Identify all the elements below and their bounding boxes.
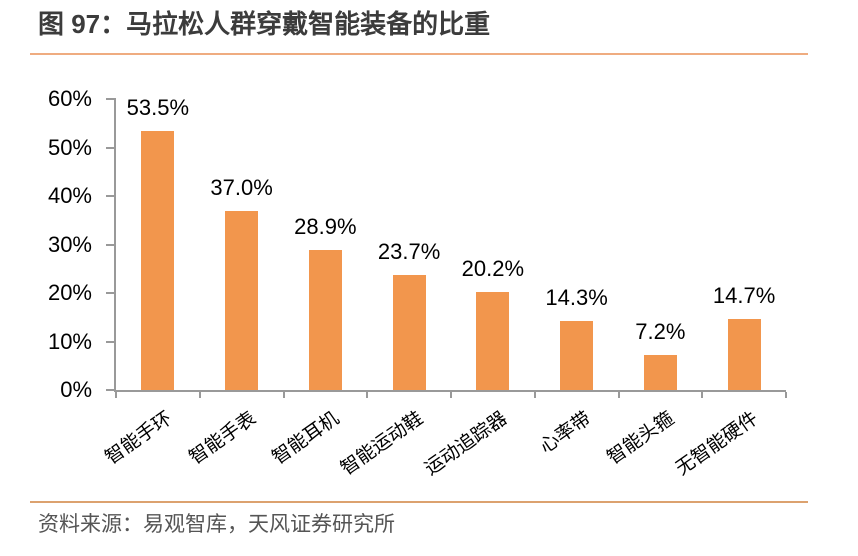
x-axis-tick [450,392,452,398]
bar [308,249,342,390]
y-axis-tick [106,243,116,246]
x-axis-category-label: 智能耳机 [269,408,344,469]
data-label: 28.9% [294,213,357,239]
bar [392,275,426,390]
bar [476,292,510,390]
figure-title: 图 97：马拉松人群穿戴智能装备的比重 [38,9,491,39]
x-axis-tick [785,392,787,398]
data-label: 14.3% [545,284,608,310]
y-axis-tick [106,98,116,100]
x-axis-category-label: 无智能硬件 [672,408,763,480]
y-axis-tick [106,292,116,294]
y-axis-tick [106,195,116,197]
bar [643,355,677,390]
x-axis-tick [282,392,285,398]
plot-area: 0% 10% 20% 30% 40% 50% 60% 53.5% 智能手环 37.0% 智能手表 28… [48,86,787,480]
y-axis-tick-label: 60% [47,86,92,111]
x-axis-category-label: 心率带 [535,408,595,458]
x-axis-category-label: 智能手环 [101,408,176,469]
data-label: 14.7% [712,282,776,308]
data-label: 23.7% [377,239,441,265]
y-axis-tick [106,340,116,343]
y-axis-tick-label: 10% [47,328,92,354]
x-axis-tick [617,392,620,398]
source-note: 资料来源：易观智库，天风证券研究所 [38,513,395,536]
x-axis-tick [533,392,536,398]
x-axis-tick [701,392,704,398]
y-axis-tick-label: 20% [47,280,92,305]
title-divider [30,53,808,55]
x-axis-tick [198,392,201,398]
data-label: 37.0% [210,174,273,200]
y-axis-tick-label: 50% [47,134,92,160]
data-label: 20.2% [461,256,525,282]
x-axis-category-label: 智能运动鞋 [337,408,428,480]
y-axis-tick [106,389,116,391]
y-axis-tick-label: 40% [47,183,92,208]
bar [141,130,175,390]
x-axis-tick [115,392,117,398]
bar [560,320,594,390]
x-axis-tick [366,392,369,398]
y-axis-tick-label: 30% [47,231,92,257]
data-label: 53.5% [126,94,190,120]
y-axis-tick-label: 0% [60,377,92,402]
x-axis-category-label: 智能手表 [185,408,260,469]
x-axis-category-label: 运动追踪器 [421,408,511,480]
x-axis-category-label: 智能头箍 [604,408,679,469]
y-axis-tick [106,146,116,149]
bar [727,318,761,390]
bar [225,210,259,390]
footer-divider [30,501,808,503]
data-label: 7.2% [635,319,686,345]
